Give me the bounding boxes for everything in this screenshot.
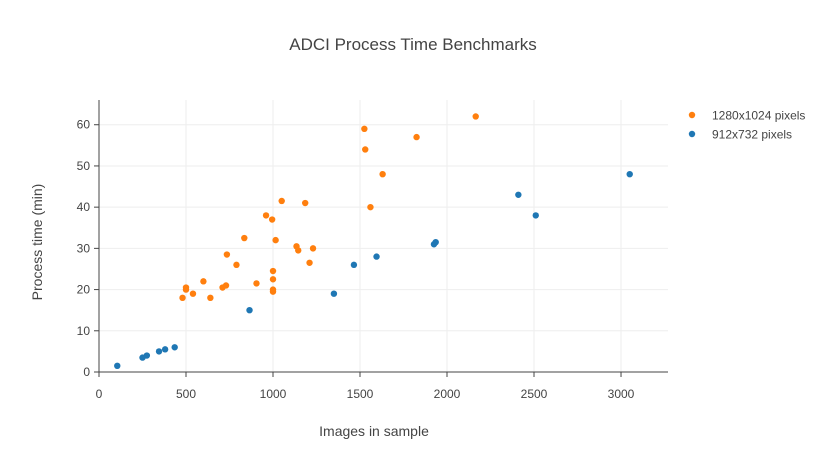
data-point[interactable]: [472, 113, 479, 120]
data-point[interactable]: [200, 278, 207, 285]
grid-lines: [99, 100, 668, 372]
data-point[interactable]: [330, 290, 338, 297]
data-point[interactable]: [182, 284, 190, 291]
axes: [98, 100, 668, 373]
data-point[interactable]: [272, 236, 279, 244]
y-axis-ticks: 0 10 20 30 40 50 60: [77, 118, 99, 379]
data-point[interactable]: [246, 306, 253, 314]
data-point[interactable]: [301, 199, 309, 207]
data-point[interactable]: [306, 259, 313, 266]
series-1280x1024-pixels: [179, 113, 479, 302]
data-point[interactable]: [241, 234, 248, 242]
chart-title: ADCI Process Time Benchmarks: [289, 35, 537, 54]
legend-item-1280x1024[interactable]: 1280x1024 pixels: [688, 109, 806, 123]
data-point[interactable]: [233, 261, 240, 269]
x-tick-label: 1500: [347, 387, 374, 401]
x-axis-title: Images in sample: [319, 423, 429, 439]
data-point[interactable]: [278, 197, 285, 205]
data-point[interactable]: [161, 346, 169, 353]
data-point[interactable]: [222, 282, 230, 289]
data-point[interactable]: [269, 276, 277, 283]
y-tick-label: 60: [77, 118, 91, 132]
y-tick-label: 50: [77, 159, 91, 173]
x-tick-label: 2500: [521, 387, 548, 401]
data-points: [114, 113, 633, 370]
data-point[interactable]: [309, 245, 317, 252]
data-point[interactable]: [223, 251, 231, 258]
x-tick-label: 0: [96, 387, 103, 401]
legend[interactable]: 1280x1024 pixels 912x732 pixels: [688, 109, 806, 142]
legend-item-912x732[interactable]: 912x732 pixels: [688, 128, 792, 142]
legend-marker-1280x1024: [688, 111, 696, 119]
series-912x732-pixels: [114, 170, 633, 370]
y-tick-label: 10: [77, 324, 91, 338]
data-point[interactable]: [269, 267, 277, 275]
y-tick-label: 20: [77, 283, 91, 297]
data-point[interactable]: [373, 253, 380, 260]
data-point[interactable]: [269, 288, 277, 295]
data-point[interactable]: [114, 362, 121, 370]
data-point[interactable]: [207, 294, 214, 302]
data-point[interactable]: [532, 212, 539, 219]
data-point[interactable]: [179, 294, 186, 302]
legend-marker-912x732: [688, 130, 696, 138]
x-axis-ticks: 0 500 1000 1500 2000 2500 3000: [96, 372, 635, 401]
data-point[interactable]: [432, 238, 439, 246]
data-point[interactable]: [171, 344, 178, 351]
data-point[interactable]: [295, 247, 302, 254]
data-point[interactable]: [155, 348, 163, 355]
legend-label-1280x1024: 1280x1024 pixels: [712, 109, 805, 123]
data-point[interactable]: [413, 133, 420, 141]
data-point[interactable]: [379, 170, 386, 178]
data-point[interactable]: [268, 216, 276, 223]
data-point[interactable]: [515, 191, 522, 198]
data-point[interactable]: [262, 212, 270, 219]
x-tick-label: 2000: [434, 387, 461, 401]
data-point[interactable]: [367, 203, 374, 211]
data-point[interactable]: [253, 280, 260, 287]
data-point[interactable]: [361, 125, 368, 133]
x-tick-label: 500: [176, 387, 196, 401]
data-point[interactable]: [189, 290, 197, 297]
data-point[interactable]: [143, 352, 151, 359]
data-point[interactable]: [626, 170, 633, 178]
x-tick-label: 3000: [608, 387, 635, 401]
y-axis-title: Process time (min): [29, 184, 45, 301]
legend-label-912x732: 912x732 pixels: [712, 128, 792, 142]
y-tick-label: 40: [77, 200, 91, 214]
y-tick-label: 30: [77, 241, 91, 255]
data-point[interactable]: [350, 261, 358, 269]
y-tick-label: 0: [83, 365, 90, 379]
data-point[interactable]: [362, 146, 369, 153]
x-tick-label: 1000: [260, 387, 287, 401]
